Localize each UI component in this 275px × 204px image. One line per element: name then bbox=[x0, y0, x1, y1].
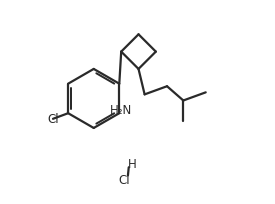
Text: H: H bbox=[128, 157, 137, 170]
Text: H₂N: H₂N bbox=[110, 104, 132, 116]
Text: Cl: Cl bbox=[119, 174, 130, 186]
Text: Cl: Cl bbox=[47, 113, 59, 126]
